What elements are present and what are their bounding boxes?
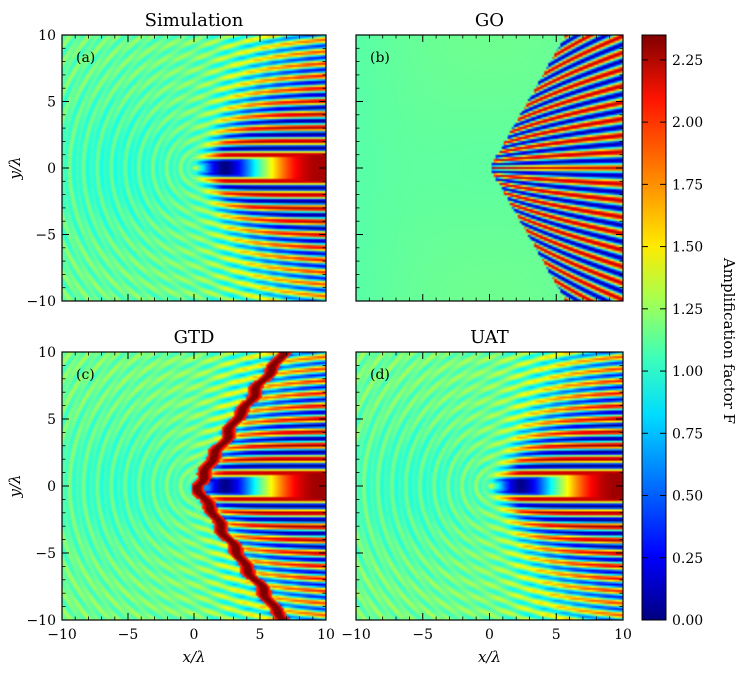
heatmap-image-go [356, 35, 623, 301]
x-tick-label: −10 [341, 627, 371, 643]
colorbar-label: Amplification factor F [720, 257, 738, 424]
panel-label: (b) [370, 50, 390, 66]
panel-gtd: GTD (c) −10 −5 0 5 10 −10 −5 0 5 10 x/λ y/λ [6, 327, 335, 666]
panel-uat: UAT (d) −10 −5 0 5 10 x/λ [341, 327, 632, 666]
panel-title: UAT [470, 327, 509, 348]
colorbar-tick-label: 0.00 [672, 613, 703, 629]
x-tick-label: 10 [614, 627, 632, 643]
y-axis-label: y/λ [6, 474, 24, 498]
panel-go: GO (b) [355, 10, 624, 302]
x-axis-label: x/λ [182, 648, 205, 666]
colorbar-tick-label: 1.25 [672, 302, 703, 318]
panel-title: Simulation [145, 10, 244, 31]
y-tick-label: 10 [38, 345, 56, 361]
colorbar-tick-label: 1.00 [672, 364, 703, 380]
y-tick-label: −10 [26, 294, 56, 310]
colorbar: 0.00 0.25 0.50 0.75 1.00 1.25 1.50 1.75 2.00 2.25… [641, 34, 738, 629]
panel-label: (a) [76, 50, 95, 66]
colorbar-tick-label: 0.50 [672, 489, 703, 505]
y-tick-label: 0 [47, 479, 56, 495]
y-tick-label: 5 [47, 95, 56, 111]
y-axis-label: y/λ [6, 156, 24, 180]
panel-label: (d) [370, 367, 390, 383]
x-tick-label: 10 [317, 627, 335, 643]
panel-simulation: Simulation (a) −10 −5 0 5 10 y/λ [6, 10, 327, 310]
x-tick-label: −10 [47, 627, 77, 643]
x-tick-label: 0 [485, 627, 494, 643]
colorbar-tick-label: 1.50 [672, 240, 703, 256]
colorbar-tick-label: 2.25 [672, 53, 703, 69]
x-tick-label: 0 [190, 627, 199, 643]
y-tick-label: 10 [38, 28, 56, 44]
colorbar-tick-label: 0.75 [672, 426, 703, 442]
x-tick-label: −5 [118, 627, 139, 643]
heatmap-image-gtd [62, 352, 326, 620]
panel-title: GO [475, 10, 504, 31]
colorbar-tick-label: 0.25 [672, 551, 703, 567]
colorbar-tick-label: 1.75 [672, 177, 703, 193]
heatmap-image-uat [356, 352, 623, 620]
colorbar-gradient [641, 34, 667, 621]
x-tick-label: 5 [552, 627, 561, 643]
y-tick-label: −5 [35, 546, 56, 562]
colorbar-tick-label: 2.00 [672, 115, 703, 131]
x-tick-label: 5 [256, 627, 265, 643]
y-tick-label: −10 [26, 613, 56, 629]
y-tick-label: −5 [35, 228, 56, 244]
x-axis-label: x/λ [478, 648, 501, 666]
panel-title: GTD [174, 327, 215, 348]
panel-label: (c) [76, 367, 95, 383]
y-tick-label: 0 [47, 161, 56, 177]
y-tick-label: 5 [47, 412, 56, 428]
x-tick-label: −5 [412, 627, 433, 643]
heatmap-image-simulation [62, 35, 326, 301]
